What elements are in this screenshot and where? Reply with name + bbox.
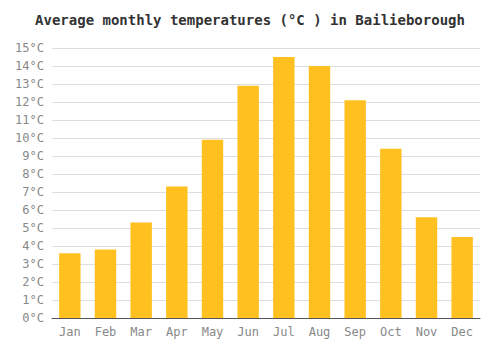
svg-text:1°C: 1°C (22, 293, 44, 307)
svg-text:8°C: 8°C (22, 167, 44, 181)
svg-text:Jun: Jun (237, 325, 259, 339)
svg-text:Mar: Mar (130, 325, 152, 339)
svg-text:Nov: Nov (416, 325, 438, 339)
svg-text:2°C: 2°C (22, 275, 44, 289)
svg-text:14°C: 14°C (15, 59, 44, 73)
svg-text:Jan: Jan (59, 325, 81, 339)
svg-text:May: May (202, 325, 224, 339)
svg-text:13°C: 13°C (15, 77, 44, 91)
svg-text:Apr: Apr (166, 325, 188, 339)
svg-text:6°C: 6°C (22, 203, 44, 217)
svg-text:11°C: 11°C (15, 113, 44, 127)
svg-text:Sep: Sep (344, 325, 366, 339)
svg-text:3°C: 3°C (22, 257, 44, 271)
svg-text:0°C: 0°C (22, 311, 44, 325)
svg-text:9°C: 9°C (22, 149, 44, 163)
svg-text:7°C: 7°C (22, 185, 44, 199)
svg-text:5°C: 5°C (22, 221, 44, 235)
svg-text:Average monthly temperatures (: Average monthly temperatures (°C ) in Ba… (35, 12, 465, 28)
svg-text:Feb: Feb (95, 325, 117, 339)
svg-text:10°C: 10°C (15, 131, 44, 145)
svg-text:12°C: 12°C (15, 95, 44, 109)
svg-text:Oct: Oct (380, 325, 402, 339)
svg-text:Dec: Dec (451, 325, 473, 339)
svg-text:Jul: Jul (273, 325, 295, 339)
svg-text:4°C: 4°C (22, 239, 44, 253)
svg-text:15°C: 15°C (15, 41, 44, 55)
svg-text:Aug: Aug (309, 325, 331, 339)
